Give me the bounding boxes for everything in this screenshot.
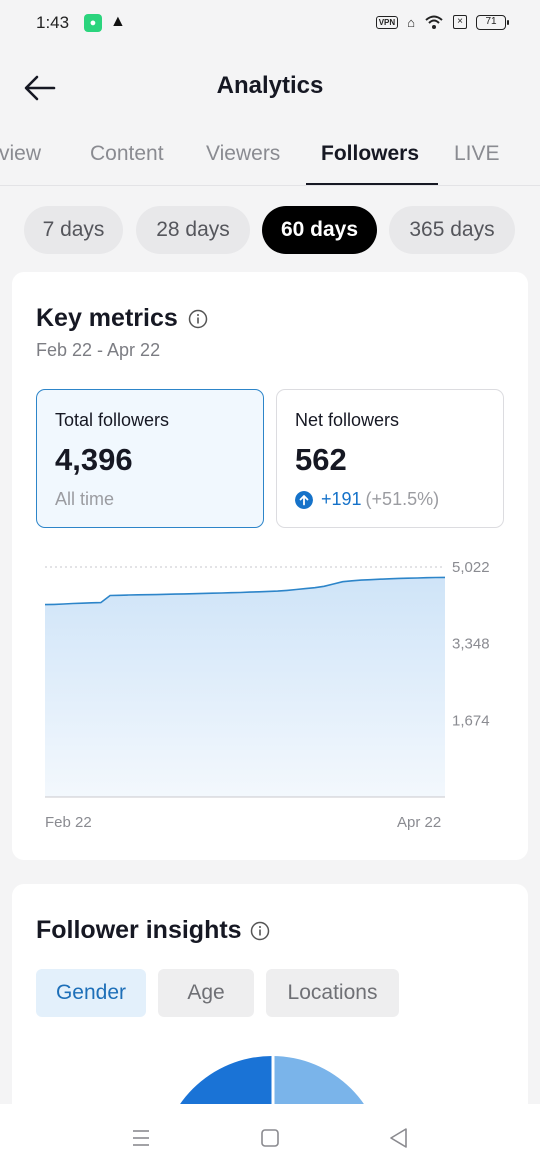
tab-locations[interactable]: Locations — [266, 969, 399, 1017]
sim-icon: × — [453, 15, 467, 29]
pie-slice-secondary — [272, 1056, 372, 1116]
y-tick-label: 3,348 — [452, 636, 490, 653]
metric-label: Total followers — [55, 410, 170, 430]
tab-age[interactable]: Age — [158, 969, 254, 1017]
delta-value: +191 — [321, 489, 362, 509]
y-tick-label: 1,674 — [452, 712, 490, 729]
followers-chart: 5,022 3,348 1,674 Feb 22 Apr 22 — [44, 559, 490, 831]
x-tick-label: Feb 22 — [45, 814, 92, 831]
arrow-up-circle-icon — [295, 490, 313, 509]
system-nav-bar — [0, 1104, 540, 1170]
pie-slice-primary — [172, 1056, 272, 1116]
arrow-left-icon — [24, 75, 56, 101]
net-followers-metric[interactable]: Net followers 562 +191 (+51.5%) — [276, 389, 504, 528]
status-icons: VPN ⌂ × 71 — [375, 14, 509, 30]
battery-icon: 71 — [476, 14, 509, 30]
info-icon[interactable] — [250, 921, 270, 941]
gender-pie-chart — [172, 1056, 372, 1116]
metric-value: 562 — [295, 442, 347, 477]
status-time: 1:43 — [36, 13, 70, 32]
key-metrics-card: Key metrics Feb 22 - Apr 22 Total follow… — [12, 272, 528, 860]
tab-followers[interactable]: Followers — [321, 142, 420, 165]
x-tick-label: Apr 22 — [397, 814, 441, 831]
total-followers-metric[interactable]: Total followers 4,396 All time — [36, 389, 264, 528]
page-title: Analytics — [216, 72, 324, 99]
chart-series-line — [44, 576, 446, 606]
date-range-selector: 7 days 28 days 60 days 365 days — [0, 206, 540, 254]
tab-gender[interactable]: Gender — [36, 969, 146, 1017]
follower-insights-title: Follower insights — [36, 916, 242, 944]
range-365-days-chip[interactable]: 365 days — [389, 206, 515, 254]
info-icon[interactable] — [188, 309, 208, 329]
status-bar: 1:43 ● ▲ VPN ⌂ × 71 — [0, 0, 540, 48]
tab-live[interactable]: LIVE — [454, 142, 500, 165]
header: Analytics — [0, 56, 540, 120]
vibrate-icon: ⌂ — [407, 14, 415, 30]
wifi-icon — [425, 15, 443, 29]
home-icon[interactable] — [255, 1124, 285, 1152]
chart-area-fill — [45, 577, 445, 797]
back-icon[interactable] — [384, 1124, 414, 1152]
metric-delta: +191 (+51.5%) — [295, 489, 439, 510]
metric-label: Net followers — [295, 410, 400, 430]
delta-percentage: (+51.5%) — [365, 489, 440, 509]
analytics-tabs: rview Content Viewers Followers LIVE — [0, 130, 540, 186]
date-range-label: Feb 22 - Apr 22 — [36, 340, 161, 360]
range-7-days-chip[interactable]: 7 days — [24, 206, 123, 254]
vpn-icon: VPN — [375, 15, 399, 29]
warning-icon: ▲ — [110, 13, 126, 30]
metric-value: 4,396 — [55, 442, 133, 477]
range-60-days-chip[interactable]: 60 days — [262, 206, 377, 254]
range-28-days-chip[interactable]: 28 days — [136, 206, 250, 254]
metric-subtext: All time — [55, 489, 115, 509]
tab-overview[interactable]: rview — [0, 142, 42, 165]
back-button[interactable] — [22, 70, 62, 106]
tab-viewers[interactable]: Viewers — [206, 142, 281, 165]
active-tab-indicator — [306, 183, 438, 185]
tab-content[interactable]: Content — [90, 142, 164, 165]
y-tick-label: 5,022 — [452, 559, 490, 576]
app-notification-icon: ● — [84, 14, 102, 32]
key-metrics-title: Key metrics — [36, 304, 178, 332]
menu-icon[interactable] — [126, 1124, 156, 1152]
